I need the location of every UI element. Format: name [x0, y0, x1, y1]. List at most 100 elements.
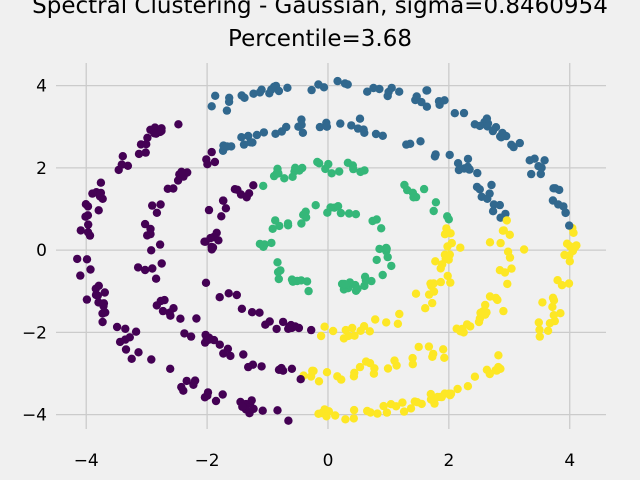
data-point [152, 208, 162, 217]
data-point [244, 189, 254, 198]
x-tick-label: 0 [323, 451, 334, 471]
data-point [549, 184, 558, 193]
data-point [538, 298, 547, 307]
data-point [382, 243, 391, 253]
y-tick-label: −4 [22, 406, 47, 426]
data-point [155, 240, 165, 249]
data-point [535, 325, 544, 334]
data-point [446, 389, 456, 398]
data-point [302, 277, 312, 286]
data-point [259, 181, 268, 191]
data-point [333, 76, 342, 86]
data-point [361, 276, 371, 285]
data-point [151, 274, 161, 283]
data-point [211, 396, 221, 406]
data-point [356, 167, 365, 177]
data-point [157, 126, 166, 136]
data-point [285, 324, 294, 333]
data-point [100, 288, 110, 297]
data-point [322, 122, 332, 131]
data-point [488, 126, 498, 136]
data-point [328, 326, 338, 336]
data-point [304, 286, 313, 296]
data-point [131, 327, 141, 336]
data-point [487, 180, 496, 190]
data-point [569, 228, 578, 237]
data-point [142, 140, 151, 149]
data-point [204, 205, 214, 215]
data-point [215, 340, 224, 349]
data-point [355, 362, 365, 372]
data-point [82, 255, 92, 264]
data-point [548, 302, 557, 312]
data-point [215, 293, 224, 302]
data-point [140, 219, 150, 229]
x-tick-label: −2 [195, 451, 220, 471]
data-point [375, 244, 384, 254]
data-point [272, 324, 281, 334]
data-point [314, 377, 324, 386]
data-point [488, 207, 498, 216]
data-point [353, 284, 362, 293]
data-point [271, 129, 280, 138]
data-point [247, 396, 256, 405]
data-point [311, 201, 320, 210]
data-point [268, 224, 277, 233]
data-point [496, 364, 505, 373]
data-point [494, 351, 503, 360]
data-point [274, 86, 284, 96]
y-tick-label: 2 [36, 159, 47, 179]
data-point [237, 91, 246, 100]
data-point [233, 185, 242, 194]
data-point [360, 128, 369, 137]
data-point [429, 206, 438, 216]
data-point [408, 360, 417, 369]
data-point [378, 270, 387, 280]
data-point [443, 271, 452, 281]
data-point [252, 130, 262, 140]
data-point [408, 353, 417, 363]
data-point [359, 322, 369, 331]
data-point [336, 208, 346, 218]
data-point [148, 201, 157, 210]
data-point [353, 124, 363, 133]
data-point [288, 172, 297, 181]
data-point [297, 219, 306, 228]
data-point [134, 348, 143, 357]
data-point [217, 212, 226, 221]
data-point [94, 281, 104, 290]
data-point [255, 308, 264, 317]
data-point [361, 357, 371, 366]
data-point [101, 308, 110, 317]
data-point [112, 322, 122, 332]
data-point [379, 401, 388, 411]
data-point [237, 304, 247, 313]
y-tick-label: 0 [36, 241, 47, 261]
data-point [365, 327, 374, 336]
data-point [307, 325, 316, 335]
data-point [84, 220, 93, 229]
data-point [261, 320, 270, 329]
data-point [115, 337, 125, 347]
data-point [505, 253, 515, 262]
data-point [315, 122, 325, 132]
data-point [177, 167, 186, 176]
data-point [444, 255, 453, 264]
y-tick-label: −2 [22, 323, 47, 343]
data-point [147, 246, 156, 255]
data-point [76, 271, 85, 280]
data-point [206, 233, 215, 243]
data-point [426, 389, 435, 399]
data-point [255, 88, 265, 97]
data-point [244, 131, 253, 141]
data-point [83, 202, 93, 211]
data-point [421, 304, 430, 313]
data-point [156, 200, 165, 209]
data-point [399, 407, 409, 416]
data-point [452, 324, 461, 333]
data-point [366, 408, 375, 417]
data-point [395, 309, 404, 319]
data-point [431, 257, 440, 266]
data-point [485, 189, 494, 198]
data-point [424, 342, 434, 351]
